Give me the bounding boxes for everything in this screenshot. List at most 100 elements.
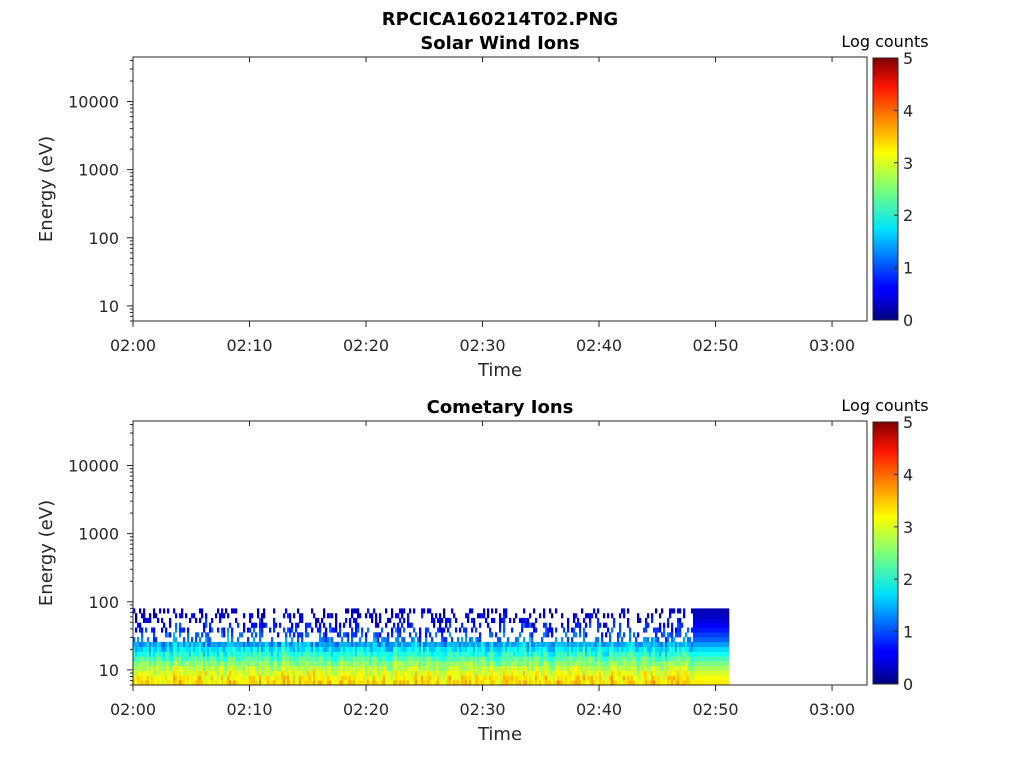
spectrogram-cell [427,656,430,662]
spectrogram-cell [547,661,550,667]
spectrogram-cell [661,632,664,638]
spectrogram-cell [649,651,652,657]
spectrogram-cell [449,617,452,623]
spectrogram-cell [525,661,528,667]
spectrogram-cell [495,661,498,667]
spectrogram-cell [499,617,502,623]
spectrogram-cell [685,661,688,667]
spectrogram-cell [293,646,296,652]
spectrogram-cell [437,651,440,657]
spectrogram-cell [205,656,208,662]
spectrogram-cell [611,665,614,671]
spectrogram-cell [193,646,196,652]
spectrogram-cell [247,656,250,662]
spectrogram-cell [235,670,238,676]
spectrogram-cell [625,680,628,685]
spectrogram-cell [423,680,426,685]
spectrogram-cell [261,665,264,671]
spectrogram-cell [253,637,256,643]
y-tick-label: 10 [99,661,119,680]
spectrogram-cell [627,665,630,671]
spectrogram-cell [507,637,510,643]
spectrogram-cell [487,646,490,652]
spectrogram-cell [199,680,202,685]
spectrogram-cell [167,608,170,614]
spectrogram-cell [373,608,376,614]
spectrogram-cell [589,670,592,676]
spectrogram-cell [205,613,208,619]
spectrogram-cell [461,665,464,671]
spectrogram-cell [289,661,292,667]
spectrogram-cell [579,661,582,667]
spectrogram-cell [325,637,328,643]
spectrogram-cell [691,670,694,676]
spectrogram-cell [643,675,646,681]
spectrogram-cell [715,656,718,662]
spectrogram-cell [643,637,646,643]
spectrogram-cell [527,680,530,685]
spectrogram-cell [375,665,378,671]
spectrogram-cell [605,622,608,628]
spectrogram-cell [219,670,222,676]
spectrogram-cell [169,656,172,662]
spectrogram-cell [249,627,252,633]
spectrogram-cell [355,627,358,633]
spectrogram-cell [701,656,704,662]
spectrogram-cell [329,665,332,671]
spectrogram-cell [237,675,240,681]
spectrogram-cell [151,627,154,633]
spectrogram-cell [517,646,520,652]
spectrogram-cell [631,661,634,667]
spectrogram-cell [417,680,420,685]
spectrogram-cell [469,651,472,657]
spectrogram-cell [423,646,426,652]
spectrogram-cell [583,675,586,681]
spectrogram-cell [723,680,726,685]
spectrogram-cell [393,646,396,652]
spectrogram-cell [333,661,336,667]
spectrogram-cell [571,637,574,643]
spectrogram-cell [463,656,466,662]
spectrogram-cell [395,675,398,681]
spectrogram-cell [697,651,700,657]
spectrogram-cell [701,665,704,671]
spectrogram-cell [557,641,560,647]
spectrogram-cell [321,656,324,662]
spectrogram-cell [345,670,348,676]
spectrogram-cell [543,680,546,685]
spectrogram-cell [367,651,370,657]
spectrogram-cell [657,675,660,681]
spectrogram-cell [553,670,556,676]
spectrogram-cell [391,670,394,676]
colorbar-tick-label: 4 [903,101,913,120]
spectrogram-cell [553,675,556,681]
spectrogram-cell [337,651,340,657]
spectrogram-cell [395,661,398,667]
spectrogram-cell [375,641,378,647]
spectrogram-cell [547,651,550,657]
spectrogram-cell [179,622,182,628]
spectrogram-cell [507,680,510,685]
spectrogram-cell [713,613,716,619]
spectrogram-cell [351,627,354,633]
spectrogram-cell [541,665,544,671]
spectrogram-cell [417,665,420,671]
spectrogram-cell [475,641,478,647]
spectrogram-cell [165,675,168,681]
spectrogram-cell [319,675,322,681]
spectrogram-cell [589,675,592,681]
spectrogram-cell [239,680,242,685]
spectrogram-cell [293,670,296,676]
spectrogram-cell [463,651,466,657]
spectrogram-cell [479,637,482,643]
spectrogram-cell [337,661,340,667]
spectrogram-cell [153,627,156,633]
spectrogram-cell [467,617,470,623]
spectrogram-cell [375,632,378,638]
spectrogram-cell [539,646,542,652]
spectrogram-cell [401,665,404,671]
spectrogram-cell [331,646,334,652]
spectrogram-cell [271,656,274,662]
spectrogram-cell [313,646,316,652]
